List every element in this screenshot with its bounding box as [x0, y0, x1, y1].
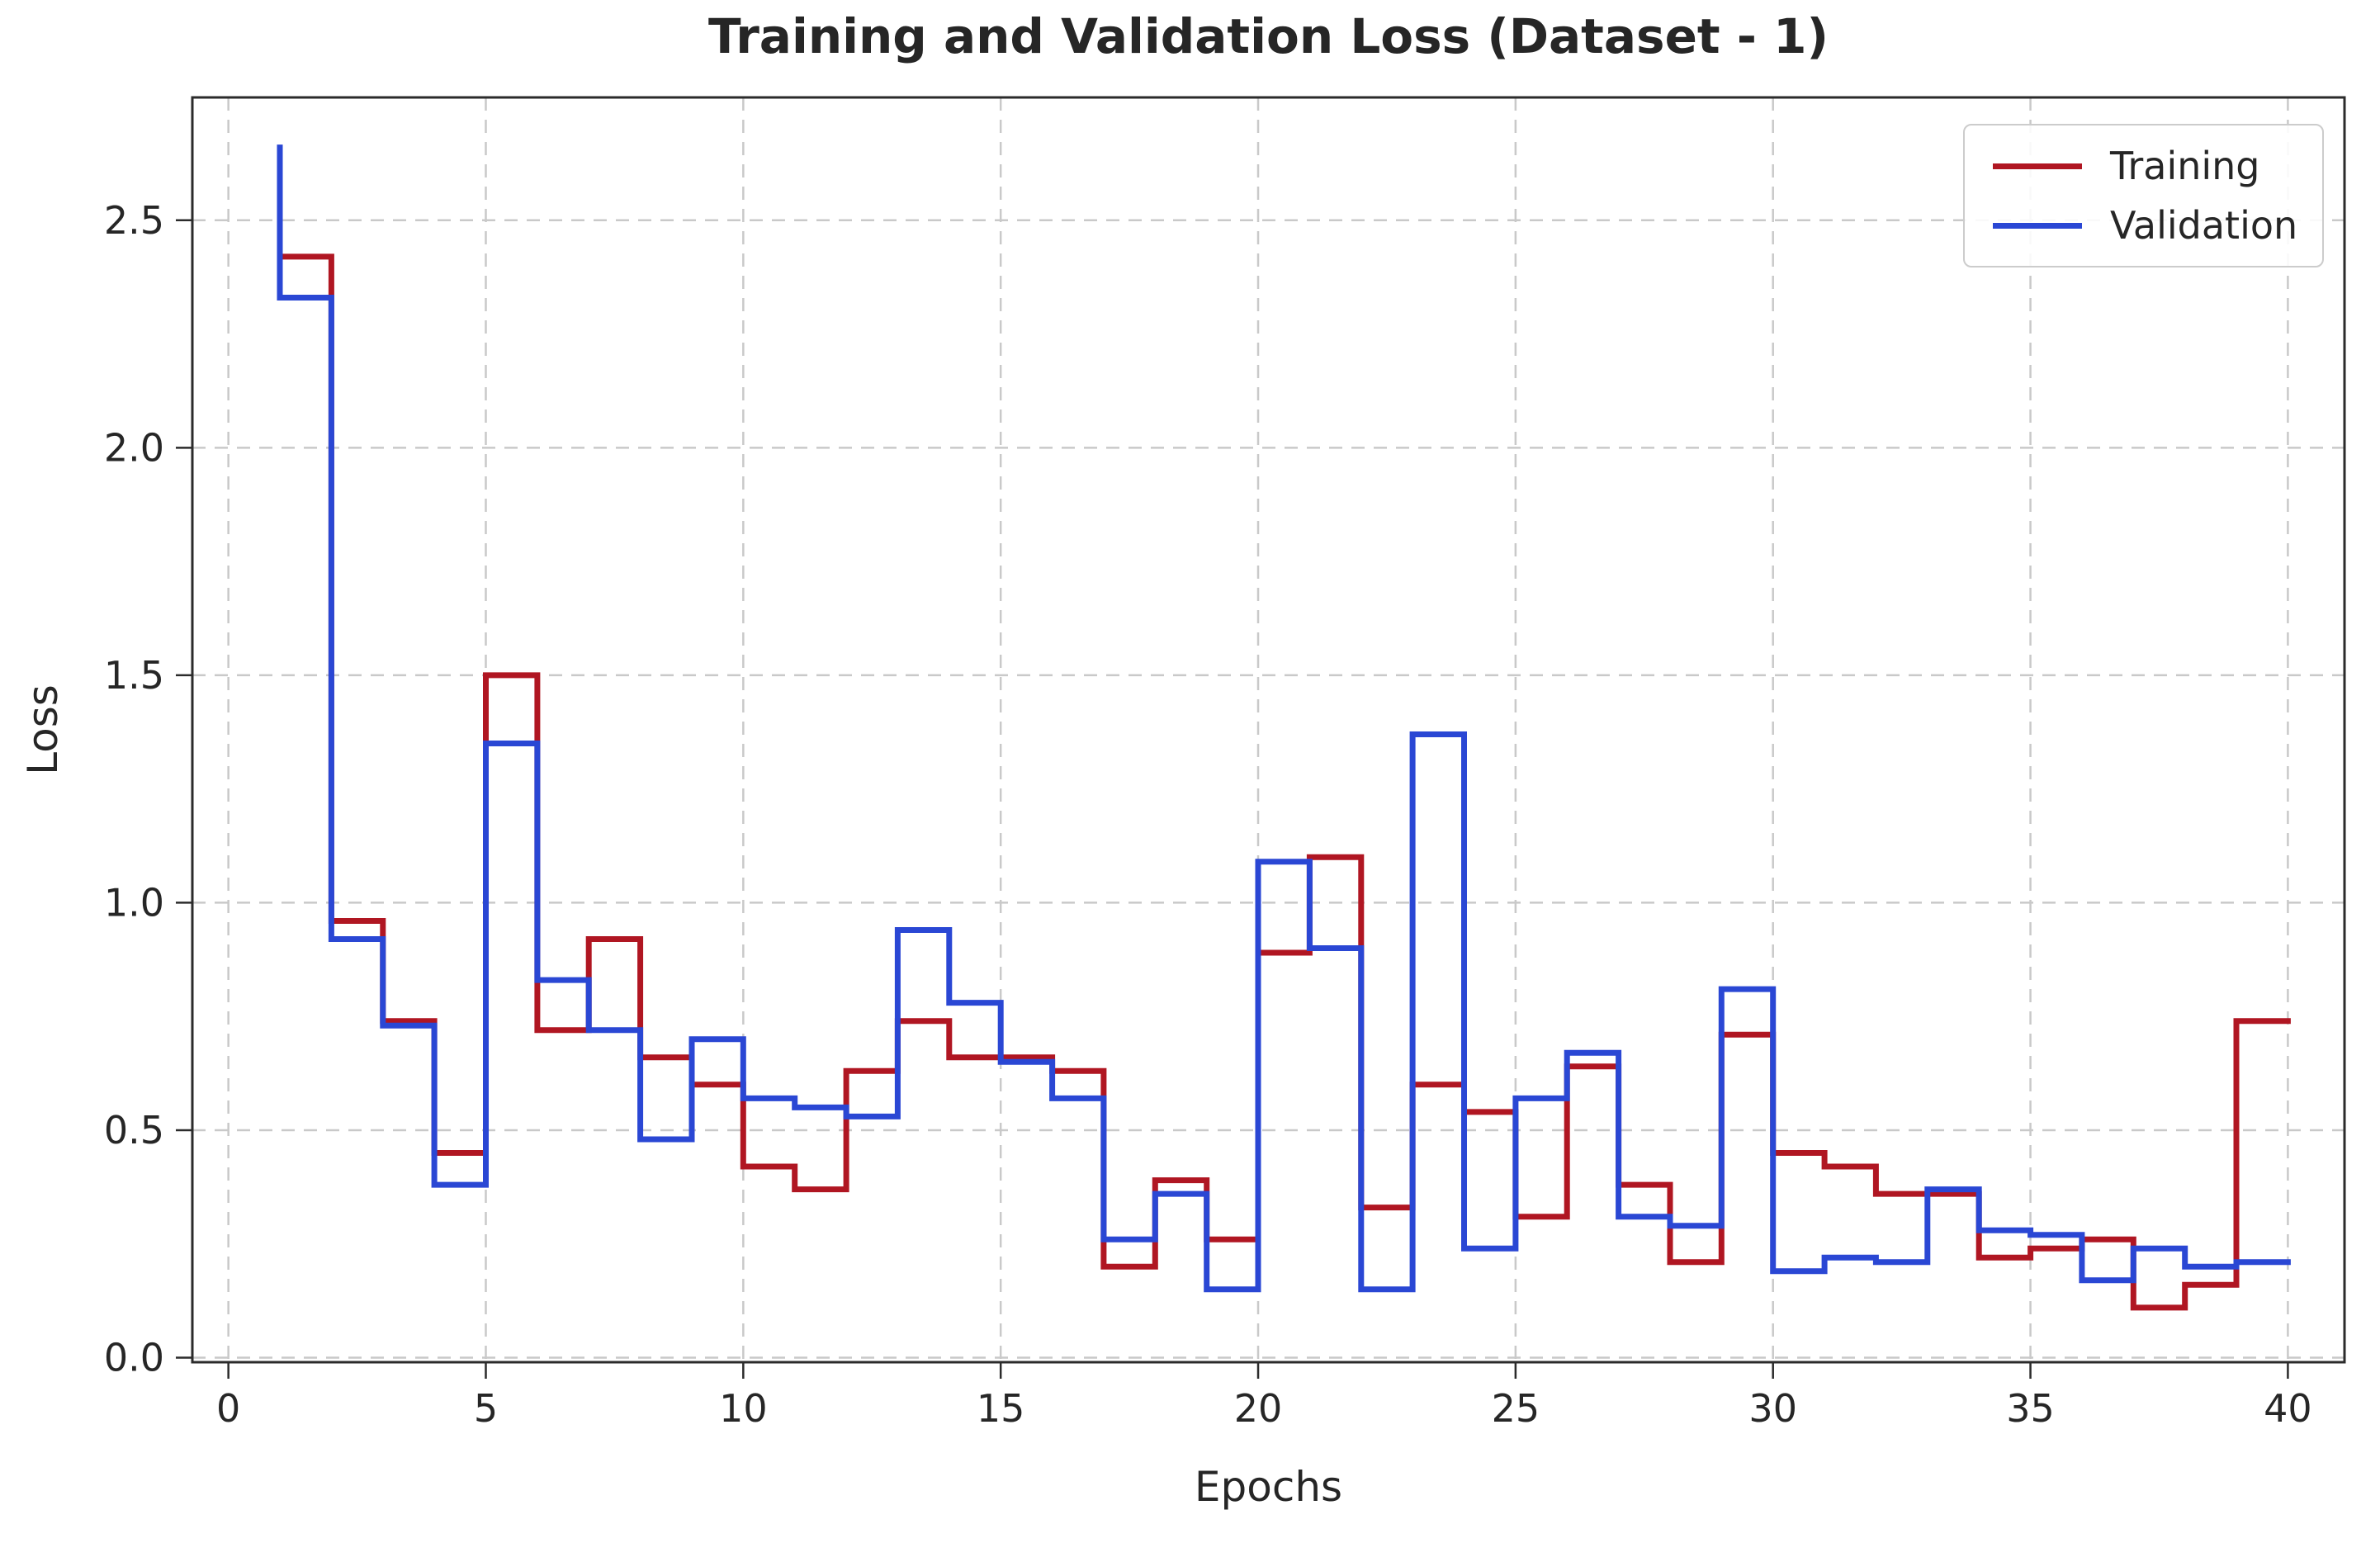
- y-tick-label: 1.5: [104, 653, 164, 698]
- series-path-training: [277, 253, 2291, 1311]
- x-tick-label: 15: [977, 1386, 1025, 1431]
- x-tick-label: 10: [719, 1386, 768, 1431]
- y-tick-label: 1.0: [104, 880, 164, 925]
- chart-title: Training and Validation Loss (Dataset - …: [708, 8, 1829, 64]
- x-tick-label: 0: [216, 1386, 240, 1431]
- x-tick-label: 40: [2264, 1386, 2312, 1431]
- training-line-swatch: [1993, 163, 2082, 169]
- y-axis-label: Loss: [19, 684, 67, 775]
- legend-label-validation: Validation: [2110, 203, 2298, 248]
- legend: Training Validation: [1963, 124, 2325, 267]
- validation-line-swatch: [1993, 222, 2082, 229]
- y-tick-label: 0.0: [104, 1335, 164, 1380]
- x-axis-label: Epochs: [1194, 1463, 1343, 1511]
- y-tick-label: 2.5: [104, 198, 164, 243]
- plot-border: [191, 96, 2346, 1364]
- y-tick-label: 2.0: [104, 425, 164, 470]
- x-tick-label: 20: [1234, 1386, 1283, 1431]
- legend-item-training: Training: [1993, 144, 2297, 188]
- series-path-validation: [277, 144, 2291, 1293]
- y-tick-label: 0.5: [104, 1108, 164, 1153]
- x-tick-label: 5: [474, 1386, 498, 1431]
- legend-label-training: Training: [2110, 144, 2260, 188]
- x-tick-label: 35: [2006, 1386, 2055, 1431]
- x-tick-label: 25: [1492, 1386, 1540, 1431]
- x-tick-label: 30: [1748, 1386, 1797, 1431]
- legend-item-validation: Validation: [1993, 203, 2297, 248]
